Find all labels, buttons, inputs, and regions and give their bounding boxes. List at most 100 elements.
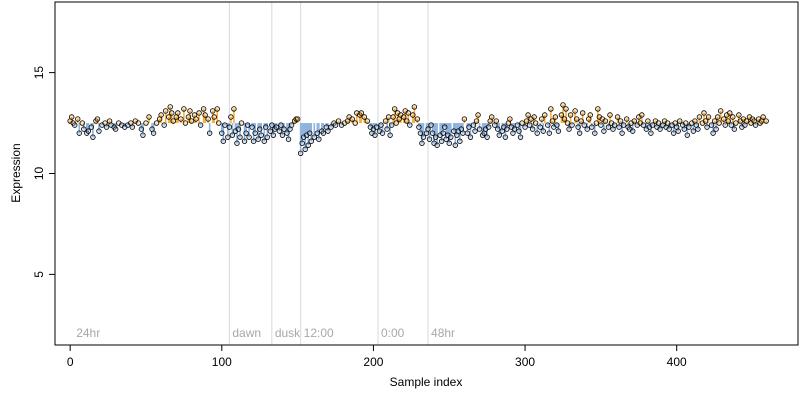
data-point [288,122,295,128]
data-point [200,106,207,112]
data-point [441,124,448,130]
data-point [432,134,439,140]
data-point [231,106,237,112]
data-point [546,130,553,136]
data-point [752,122,759,128]
y-axis-title: Expression [9,143,23,202]
data-point [722,122,728,128]
data-point [675,128,681,134]
data-point [493,118,499,124]
data-point [276,128,283,134]
data-point [655,120,662,126]
data-point [496,132,502,138]
data-point [384,126,390,132]
data-point [169,110,175,116]
data-point [238,120,245,126]
data-point [461,116,468,122]
data-point [316,136,322,142]
data-point [434,142,440,148]
data-point [472,128,478,134]
data-point [241,138,248,144]
data-point [352,120,358,126]
data-point [584,126,590,132]
data-point [476,126,483,132]
data-point [314,130,321,136]
data-point [619,130,625,136]
data-point [411,104,418,110]
data-point [602,118,609,124]
data-point [88,124,95,130]
data-point [250,138,257,144]
data-point [170,118,176,124]
data-point [220,138,227,144]
data-point [243,130,249,136]
data-point [358,110,364,116]
y-tick-label: 10 [32,167,46,181]
data-point [670,130,677,136]
data-point [572,108,578,114]
data-point [601,128,607,134]
data-point [467,134,474,140]
data-point [539,116,545,122]
data-point [721,116,727,122]
data-point [484,134,490,140]
data-point [504,126,510,132]
data-point [705,114,712,120]
y-axis: 5 10 15 [32,66,55,278]
data-point [197,122,204,128]
data-point [103,124,110,130]
y-tick-label: 5 [32,271,46,278]
data-point [185,114,192,120]
data-point [264,134,270,140]
x-tick-label: 100 [212,355,232,369]
data-point [575,124,581,130]
data-point [305,142,311,148]
data-point [255,136,261,142]
data-point [158,112,164,118]
data-point [701,110,707,116]
data-point [495,126,501,132]
data-point [666,126,672,132]
data-point [731,126,738,132]
data-point [727,110,733,116]
data-point [401,114,407,120]
annotation-label: dawn [232,326,261,340]
data-point [325,128,331,134]
data-point [299,140,305,146]
data-point [561,116,568,122]
data-point [187,108,193,114]
data-point [76,130,82,136]
data-point [617,118,624,124]
data-point [473,118,480,124]
data-points [67,102,769,157]
data-point [320,130,327,136]
data-point [228,114,234,120]
data-point [225,134,231,140]
data-point [382,118,389,124]
data-point [466,124,472,130]
data-point [193,116,199,122]
data-point [278,122,284,128]
data-point [263,124,269,130]
data-point [244,122,251,128]
data-point [205,116,211,122]
data-point [713,126,719,132]
data-point [631,118,637,124]
data-point [129,124,136,130]
data-point [558,112,565,118]
data-point [657,126,663,132]
y-tick-label: 15 [32,66,46,80]
data-point [175,110,181,116]
data-point [579,110,586,116]
data-point [630,128,636,134]
data-point [407,122,413,128]
data-point [605,124,612,130]
data-point [507,116,513,122]
data-point [153,120,160,126]
data-point [378,122,384,128]
annotation-label: dusk [275,326,301,340]
data-point [257,126,263,132]
data-point [548,106,554,112]
data-point [446,140,452,146]
x-tick-label: 300 [515,355,535,369]
